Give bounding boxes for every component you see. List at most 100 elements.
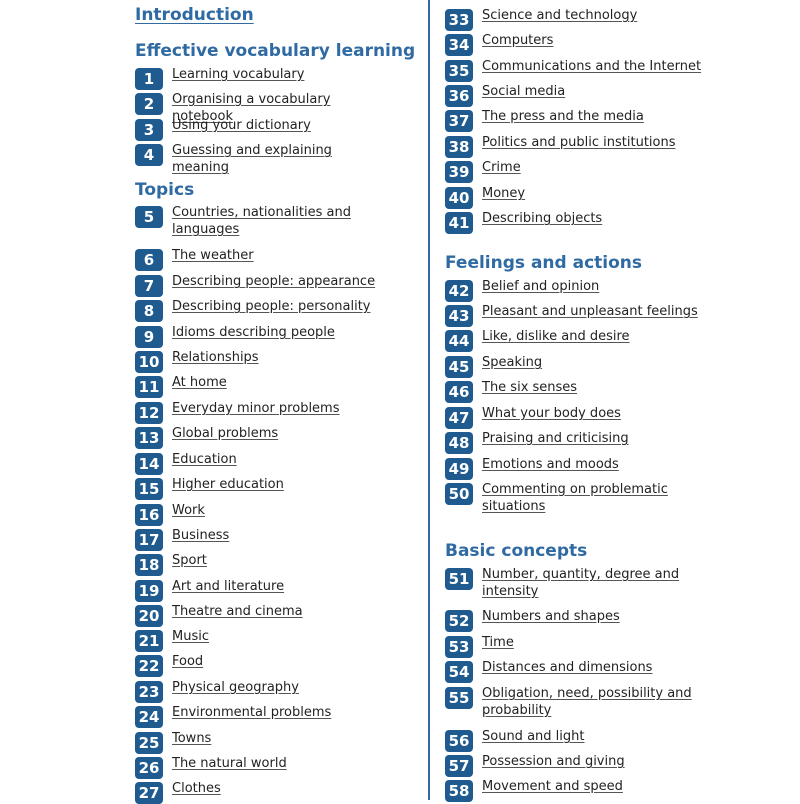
unit-number-badge: 19 [135, 580, 163, 602]
unit-title-link[interactable]: Numbers and shapes [482, 609, 620, 624]
unit-title-link[interactable]: Number, quantity, degree and intensity [482, 567, 680, 599]
unit-title-link[interactable]: Describing objects [482, 211, 603, 226]
unit-title-link[interactable]: Education [172, 452, 237, 467]
unit-number-badge: 9 [135, 326, 163, 348]
unit-number-badge: 54 [445, 661, 473, 683]
unit-number-badge: 5 [135, 206, 163, 228]
unit-number-badge: 17 [135, 529, 163, 551]
unit-number-badge: 35 [445, 60, 473, 82]
unit-number-badge: 43 [445, 305, 473, 327]
unit-title-link[interactable]: The weather [172, 248, 254, 263]
unit-title-link[interactable]: Towns [172, 731, 212, 746]
unit-number-badge: 2 [135, 93, 163, 115]
unit-title-link[interactable]: Speaking [482, 355, 543, 370]
unit-title-link[interactable]: Money [482, 186, 526, 201]
unit-title-link[interactable]: Food [172, 654, 204, 669]
unit-title-link[interactable]: Clothes [172, 781, 221, 796]
unit-number-badge: 16 [135, 504, 163, 526]
unit-number-badge: 21 [135, 630, 163, 652]
unit-title-link[interactable]: Possession and giving [482, 754, 625, 769]
unit-title-link[interactable]: Sport [172, 553, 207, 568]
unit-number-badge: 10 [135, 351, 163, 373]
unit-title-link[interactable]: Environmental problems [172, 705, 332, 720]
unit-title-link[interactable]: Pleasant and unpleasant feelings [482, 304, 698, 319]
introduction-link[interactable]: Introduction [135, 5, 254, 25]
unit-title-link[interactable]: Using your dictionary [172, 118, 311, 133]
section-heading-feelings-and-actions: Feelings and actions [445, 253, 643, 273]
unit-number-badge: 20 [135, 605, 163, 627]
unit-title-link[interactable]: Belief and opinion [482, 279, 600, 294]
unit-title-link[interactable]: Time [482, 635, 514, 650]
unit-title-link[interactable]: At home [172, 375, 227, 390]
unit-title-link[interactable]: Work [172, 503, 205, 518]
section-heading-basic-concepts: Basic concepts [445, 541, 588, 561]
unit-title-link[interactable]: Higher education [172, 477, 284, 492]
unit-number-badge: 41 [445, 212, 473, 234]
unit-number-badge: 36 [445, 85, 473, 107]
unit-title-link[interactable]: Like, dislike and desire [482, 329, 630, 344]
unit-number-badge: 46 [445, 381, 473, 403]
unit-title-link[interactable]: Everyday minor problems [172, 401, 340, 416]
unit-number-badge: 50 [445, 483, 473, 505]
unit-title-link[interactable]: Business [172, 528, 230, 543]
unit-title-link[interactable]: Social media [482, 84, 566, 99]
unit-title-link[interactable]: Distances and dimensions [482, 660, 653, 675]
unit-title-link[interactable]: Movement and speed [482, 779, 623, 794]
unit-number-badge: 40 [445, 187, 473, 209]
unit-title-link[interactable]: Sound and light [482, 729, 585, 744]
unit-number-badge: 1 [135, 68, 163, 90]
unit-title-link[interactable]: Commenting on problematic situations [482, 482, 668, 514]
unit-title-link[interactable]: The press and the media [482, 109, 644, 124]
unit-number-badge: 8 [135, 300, 163, 322]
unit-title-link[interactable]: Theatre and cinema [172, 604, 303, 619]
unit-number-badge: 14 [135, 453, 163, 475]
section-heading-topics: Topics [135, 180, 195, 200]
unit-number-badge: 4 [135, 144, 163, 166]
unit-title-link[interactable]: Organising a vocabulary notebook [172, 92, 331, 124]
unit-number-badge: 57 [445, 755, 473, 777]
unit-number-badge: 23 [135, 681, 163, 703]
unit-number-badge: 24 [135, 706, 163, 728]
unit-number-badge: 44 [445, 330, 473, 352]
unit-title-link[interactable]: Computers [482, 33, 554, 48]
unit-title-link[interactable]: Relationships [172, 350, 259, 365]
unit-title-link[interactable]: Learning vocabulary [172, 67, 305, 82]
unit-title-link[interactable]: Emotions and moods [482, 457, 619, 472]
unit-title-link[interactable]: Politics and public institutions [482, 135, 676, 150]
unit-number-badge: 49 [445, 458, 473, 480]
unit-number-badge: 15 [135, 478, 163, 500]
unit-title-link[interactable]: Obligation, need, possibility and probab… [482, 686, 692, 718]
unit-title-link[interactable]: Guessing and explaining meaning [172, 143, 332, 175]
unit-number-badge: 18 [135, 554, 163, 576]
unit-title-link[interactable]: Idioms describing people [172, 325, 335, 340]
unit-title-link[interactable]: Describing people: personality [172, 299, 371, 314]
unit-title-link[interactable]: The six senses [482, 380, 578, 395]
unit-number-badge: 38 [445, 136, 473, 158]
unit-number-badge: 33 [445, 9, 473, 31]
unit-number-badge: 6 [135, 249, 163, 271]
unit-number-badge: 58 [445, 780, 473, 802]
unit-title-link[interactable]: Physical geography [172, 680, 299, 695]
unit-number-badge: 47 [445, 407, 473, 429]
unit-title-link[interactable]: Music [172, 629, 209, 644]
unit-number-badge: 25 [135, 732, 163, 754]
unit-title-link[interactable]: Communications and the Internet [482, 59, 702, 74]
unit-number-badge: 7 [135, 275, 163, 297]
unit-title-link[interactable]: Praising and criticising [482, 431, 629, 446]
unit-title-link[interactable]: Art and literature [172, 579, 285, 594]
unit-title-link[interactable]: The natural world [172, 756, 287, 771]
unit-number-badge: 55 [445, 687, 473, 709]
unit-title-link[interactable]: Describing people: appearance [172, 274, 376, 289]
unit-title-link[interactable]: What your body does [482, 406, 621, 421]
unit-number-badge: 42 [445, 280, 473, 302]
unit-title-link[interactable]: Global problems [172, 426, 279, 441]
unit-number-badge: 45 [445, 356, 473, 378]
unit-title-link[interactable]: Countries, nationalities and languages [172, 205, 351, 237]
unit-number-badge: 52 [445, 610, 473, 632]
unit-title-link[interactable]: Crime [482, 160, 521, 175]
unit-number-badge: 3 [135, 119, 163, 141]
unit-number-badge: 12 [135, 402, 163, 424]
unit-title-link[interactable]: Science and technology [482, 8, 638, 23]
section-heading-effective-vocabulary-learning: Effective vocabulary learning [135, 41, 416, 61]
